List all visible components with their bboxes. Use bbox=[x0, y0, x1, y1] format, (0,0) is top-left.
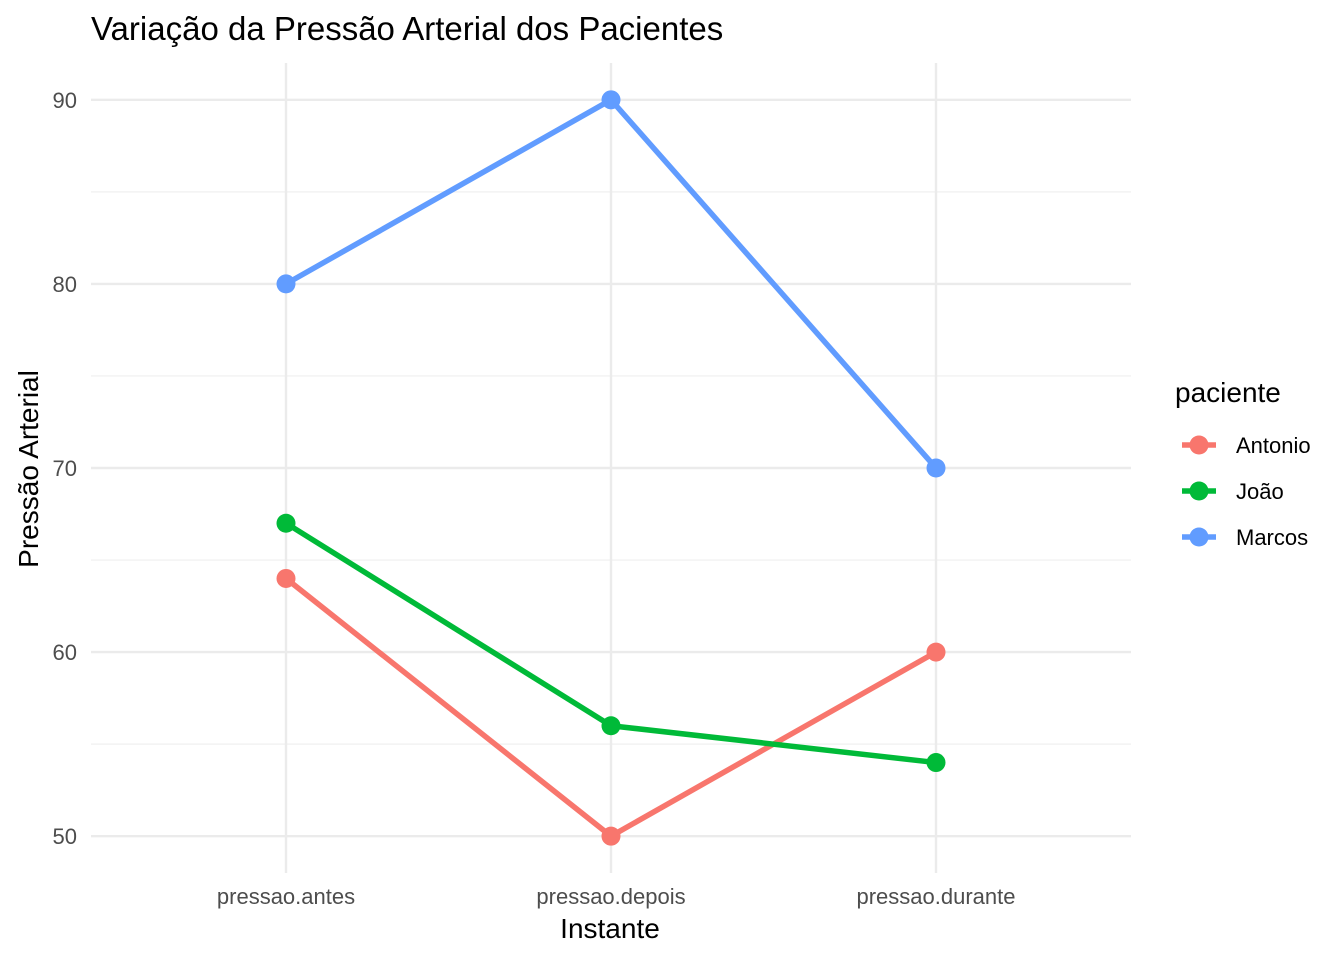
y-tick-label: 70 bbox=[53, 456, 77, 481]
x-axis-ticks: pressao.antes pressao.depois pressao.duran… bbox=[217, 884, 1016, 909]
legend-label-joao: João bbox=[1236, 479, 1284, 504]
data-point-marcos bbox=[276, 274, 296, 294]
legend-key-point-joao bbox=[1189, 481, 1209, 501]
y-tick-label: 80 bbox=[53, 272, 77, 297]
series-layer bbox=[276, 90, 946, 846]
legend: paciente Antonio João Marcos bbox=[1175, 377, 1311, 550]
data-point-joao bbox=[926, 753, 946, 773]
data-point-antonio bbox=[926, 642, 946, 662]
y-tick-label: 50 bbox=[53, 824, 77, 849]
y-tick-label: 90 bbox=[53, 88, 77, 113]
data-point-antonio bbox=[601, 826, 621, 846]
y-axis-ticks: 50 60 70 80 90 bbox=[53, 88, 77, 849]
legend-title: paciente bbox=[1175, 377, 1281, 408]
chart-title: Variação da Pressão Arterial dos Pacient… bbox=[91, 10, 723, 47]
data-point-marcos bbox=[601, 90, 621, 110]
y-axis-title: Pressão Arterial bbox=[13, 370, 44, 568]
x-tick-label: pressao.depois bbox=[536, 884, 685, 909]
data-point-joao bbox=[601, 716, 621, 736]
grid bbox=[91, 63, 1131, 873]
y-tick-label: 60 bbox=[53, 640, 77, 665]
x-tick-label: pressao.durante bbox=[857, 884, 1016, 909]
data-point-antonio bbox=[276, 568, 296, 588]
legend-key-point-antonio bbox=[1189, 435, 1209, 455]
data-point-joao bbox=[276, 513, 296, 533]
legend-label-antonio: Antonio bbox=[1236, 433, 1311, 458]
legend-key-point-marcos bbox=[1189, 527, 1209, 547]
data-point-marcos bbox=[926, 458, 946, 478]
legend-label-marcos: Marcos bbox=[1236, 525, 1308, 550]
x-tick-label: pressao.antes bbox=[217, 884, 355, 909]
x-axis-title: Instante bbox=[560, 913, 660, 944]
